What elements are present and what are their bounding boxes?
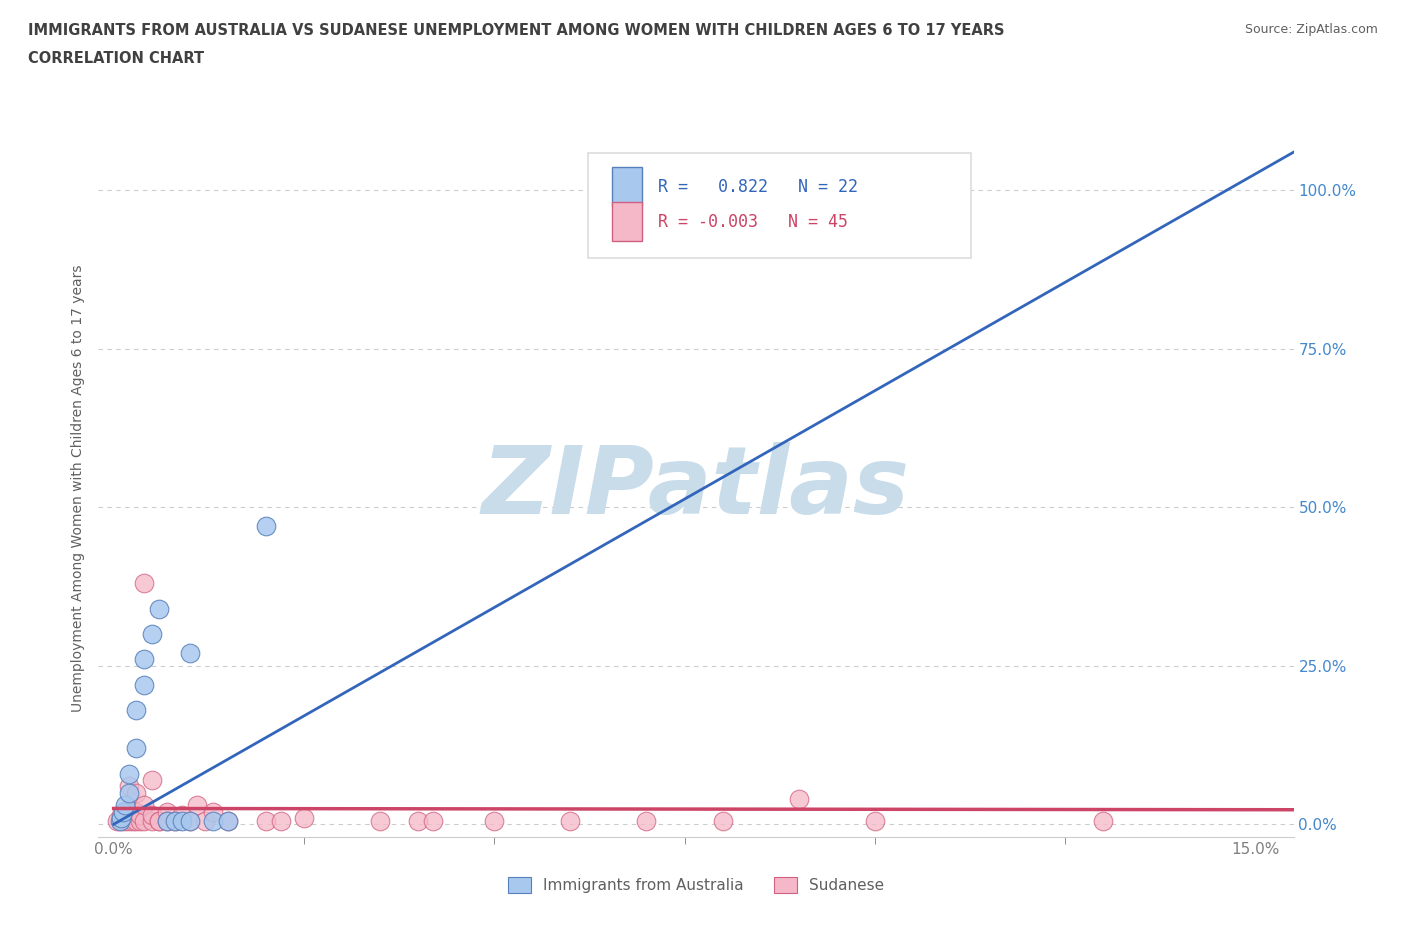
Point	[422, 814, 444, 829]
Point	[939, 183, 962, 198]
Point	[110, 811, 132, 826]
Point	[107, 814, 129, 829]
Point	[125, 804, 148, 819]
Point	[118, 766, 141, 781]
Point	[111, 804, 134, 819]
Point	[141, 773, 163, 788]
Point	[148, 814, 170, 829]
Point	[194, 814, 217, 829]
Text: CORRELATION CHART: CORRELATION CHART	[28, 51, 204, 66]
FancyBboxPatch shape	[613, 203, 643, 241]
Point	[129, 807, 152, 822]
FancyBboxPatch shape	[588, 153, 970, 259]
Point	[141, 807, 163, 822]
Point	[179, 814, 201, 829]
Point	[636, 814, 658, 829]
Point	[114, 804, 136, 819]
Point	[484, 814, 506, 829]
Point	[148, 814, 170, 829]
Point	[148, 602, 170, 617]
Point	[673, 195, 696, 210]
Point	[163, 814, 186, 829]
Y-axis label: Unemployment Among Women with Children Ages 6 to 17 years: Unemployment Among Women with Children A…	[72, 264, 86, 712]
Point	[217, 814, 239, 829]
Point	[110, 814, 132, 829]
Point	[368, 814, 391, 829]
Point	[201, 804, 224, 819]
Point	[132, 652, 155, 667]
Point	[118, 801, 141, 816]
Text: IMMIGRANTS FROM AUSTRALIA VS SUDANESE UNEMPLOYMENT AMONG WOMEN WITH CHILDREN AGE: IMMIGRANTS FROM AUSTRALIA VS SUDANESE UN…	[28, 23, 1005, 38]
Point	[132, 576, 155, 591]
Point	[156, 814, 179, 829]
Point	[118, 814, 141, 829]
Text: R = -0.003   N = 45: R = -0.003 N = 45	[658, 213, 848, 231]
Point	[125, 785, 148, 800]
Point	[863, 814, 886, 829]
Point	[125, 814, 148, 829]
Point	[141, 814, 163, 829]
Point	[270, 814, 292, 829]
Point	[129, 814, 152, 829]
Point	[186, 798, 208, 813]
Point	[172, 814, 194, 829]
Point	[156, 804, 179, 819]
Point	[125, 741, 148, 756]
Point	[254, 519, 277, 534]
Text: R =   0.822   N = 22: R = 0.822 N = 22	[658, 178, 858, 196]
Point	[132, 798, 155, 813]
Legend: Immigrants from Australia, Sudanese: Immigrants from Australia, Sudanese	[502, 870, 890, 899]
Point	[179, 645, 201, 660]
Point	[560, 814, 582, 829]
Point	[172, 807, 194, 822]
Point	[254, 814, 277, 829]
Point	[179, 814, 201, 829]
Point	[125, 703, 148, 718]
Point	[132, 677, 155, 692]
Point	[132, 814, 155, 829]
Point	[114, 798, 136, 813]
Point	[108, 814, 131, 829]
Point	[787, 791, 810, 806]
Point	[1092, 814, 1115, 829]
Point	[121, 814, 143, 829]
Point	[406, 814, 429, 829]
Point	[110, 807, 132, 822]
Point	[711, 814, 734, 829]
Text: Source: ZipAtlas.com: Source: ZipAtlas.com	[1244, 23, 1378, 36]
Point	[118, 785, 141, 800]
Point	[163, 814, 186, 829]
Point	[201, 814, 224, 829]
Text: ZIPatlas: ZIPatlas	[482, 443, 910, 534]
Point	[217, 814, 239, 829]
Point	[118, 778, 141, 793]
Point	[156, 814, 179, 829]
FancyBboxPatch shape	[613, 167, 643, 206]
Point	[121, 807, 143, 822]
Point	[292, 811, 315, 826]
Point	[114, 814, 136, 829]
Point	[141, 627, 163, 642]
